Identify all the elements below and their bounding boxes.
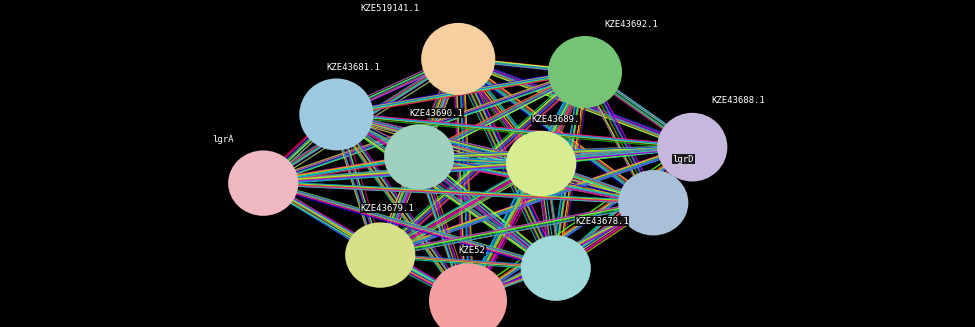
Ellipse shape [657, 113, 727, 181]
Ellipse shape [345, 222, 415, 288]
Ellipse shape [421, 23, 495, 95]
Ellipse shape [548, 36, 622, 108]
Text: KZE43681.1: KZE43681.1 [327, 63, 380, 72]
Ellipse shape [506, 131, 576, 196]
Text: KZE43679.1: KZE43679.1 [361, 203, 414, 213]
Text: lgrA: lgrA [213, 135, 234, 144]
Text: KZE519141.1: KZE519141.1 [360, 4, 419, 13]
Text: KZE43688.1: KZE43688.1 [712, 95, 765, 105]
Ellipse shape [521, 235, 591, 301]
Ellipse shape [429, 263, 507, 327]
Ellipse shape [299, 78, 373, 150]
Text: KZE52: KZE52 [458, 246, 486, 255]
Text: KZE43692.1: KZE43692.1 [604, 20, 658, 29]
Text: KZE43678.1: KZE43678.1 [575, 216, 629, 226]
Ellipse shape [384, 124, 454, 190]
Ellipse shape [228, 150, 298, 216]
Text: KZE43689.: KZE43689. [531, 115, 580, 124]
Text: lgrD: lgrD [673, 154, 694, 164]
Text: KZE43690.1: KZE43690.1 [410, 109, 463, 118]
Ellipse shape [618, 170, 688, 235]
